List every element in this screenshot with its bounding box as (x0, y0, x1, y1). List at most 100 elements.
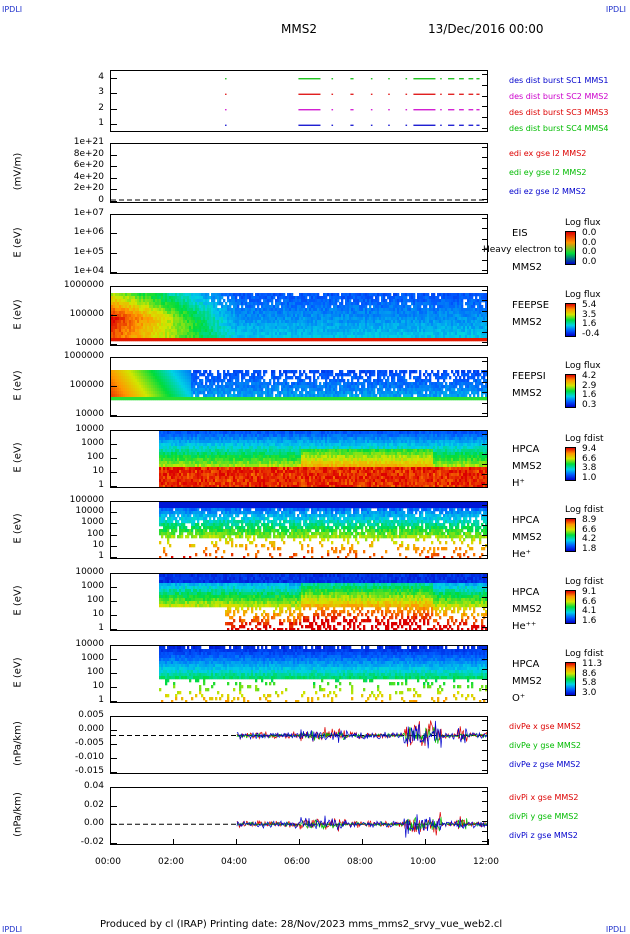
feepsi-cell (207, 388, 210, 392)
feepse-cell (465, 308, 468, 312)
feepse-cell (333, 317, 336, 321)
feepse-cell (375, 308, 378, 312)
feepse-cell (173, 308, 176, 312)
feepsi-cell (351, 379, 354, 383)
feepse-cell (157, 332, 160, 336)
feepse-cell (239, 302, 242, 306)
feepse-cell (397, 338, 400, 342)
feepse-cell (143, 326, 146, 330)
feepse-cell (431, 338, 434, 342)
feepsi-cell (415, 370, 418, 374)
feepse-cell (385, 314, 388, 318)
feepsi-cell (129, 370, 132, 374)
feepse-cell (197, 293, 200, 297)
hpca_h-cell (181, 455, 184, 459)
hpca_h-cell (163, 443, 166, 447)
feepse-cell (175, 320, 178, 324)
feepsi-cell (289, 391, 292, 395)
feepse-cell (181, 296, 184, 300)
feepsi-cell (167, 385, 170, 389)
feepse-cell (161, 332, 164, 336)
feepsi-cell (389, 373, 392, 377)
feepse-cell (373, 332, 376, 336)
feepse-cell (315, 305, 318, 309)
feepse-cell (339, 308, 342, 312)
feepsi-cell (483, 376, 486, 380)
feepsi-cell (315, 382, 318, 386)
feepsi-cell (277, 382, 280, 386)
feepse-cell (281, 335, 284, 339)
feepsi-cell (401, 385, 404, 389)
feepsi-cell (157, 391, 160, 395)
feepse-cell (413, 302, 416, 306)
feepse-ytick-label: 1000000 (63, 280, 104, 290)
feepse-cell (341, 329, 344, 333)
feepsi-cell (315, 397, 318, 401)
feepse-cell (173, 332, 176, 336)
feepsi-cell (221, 382, 224, 386)
feepsi-cell (463, 382, 466, 386)
feepse-cell (337, 323, 340, 327)
feepsi-cell (205, 388, 208, 392)
feepse-cell (485, 332, 487, 336)
feepse-cell (417, 293, 420, 297)
feepse-cell (167, 320, 170, 324)
feepse-cell (341, 296, 344, 300)
feepse-cell (461, 329, 464, 333)
feepsi-cell (403, 382, 406, 386)
feepsi-cell (177, 382, 180, 386)
feepsi-cell (389, 385, 392, 389)
feepsi-cell (237, 388, 240, 392)
feepsi-cell (279, 376, 282, 380)
feepse-cell (301, 314, 304, 318)
feepsi-cell (485, 397, 487, 401)
feepse-cell (143, 305, 146, 309)
feepse-cell (347, 308, 350, 312)
feepse-cell (265, 320, 268, 324)
feepse-cell (229, 299, 232, 303)
hpca_h-cell (173, 443, 176, 447)
feepsi-cell (463, 376, 466, 380)
feepse-cell (121, 332, 124, 336)
feepse-cell (353, 296, 356, 300)
feepsi-cell (113, 370, 116, 374)
feepse-cell (163, 293, 166, 297)
feepsi-cell (361, 376, 364, 380)
feepse-cell (367, 332, 370, 336)
feepsi-cell (321, 370, 324, 374)
feepse-cell (239, 299, 242, 303)
feepsi-cell (319, 385, 322, 389)
feepse-cell (139, 314, 142, 318)
edi-ytick-mark (110, 143, 117, 144)
hpca_h-cell (173, 476, 176, 480)
feepse-cell (311, 338, 314, 342)
feepse-cell (273, 320, 276, 324)
feepse-cell (111, 299, 114, 303)
feepse-cell (433, 335, 436, 339)
feepse-cell (377, 338, 380, 342)
feepse-cell (209, 329, 212, 333)
feepse-cell (393, 308, 396, 312)
feepse-cell (375, 296, 378, 300)
feepsi-cell (365, 379, 368, 383)
feepse-cell (433, 308, 436, 312)
feepsi-cell (313, 388, 316, 392)
feepsi-cell (271, 370, 274, 374)
feepse-cell (453, 338, 456, 342)
feepse-cell (413, 305, 416, 309)
feepse-cell (209, 302, 212, 306)
feepse-cell (265, 302, 268, 306)
feepsi-cell (229, 388, 232, 392)
feepsi-cell (133, 391, 136, 395)
feepse-cell (479, 293, 482, 297)
feepse-cell (255, 338, 258, 342)
feepse-cell (265, 299, 268, 303)
feepsi-cell (145, 382, 148, 386)
feepse-cell (217, 296, 220, 300)
feepse-cell (485, 326, 487, 330)
feepse-cell (119, 329, 122, 333)
feepse-cell (463, 308, 466, 312)
feepse-cell (409, 320, 412, 324)
feepsi-cell (157, 382, 160, 386)
feepse-cell (319, 329, 322, 333)
